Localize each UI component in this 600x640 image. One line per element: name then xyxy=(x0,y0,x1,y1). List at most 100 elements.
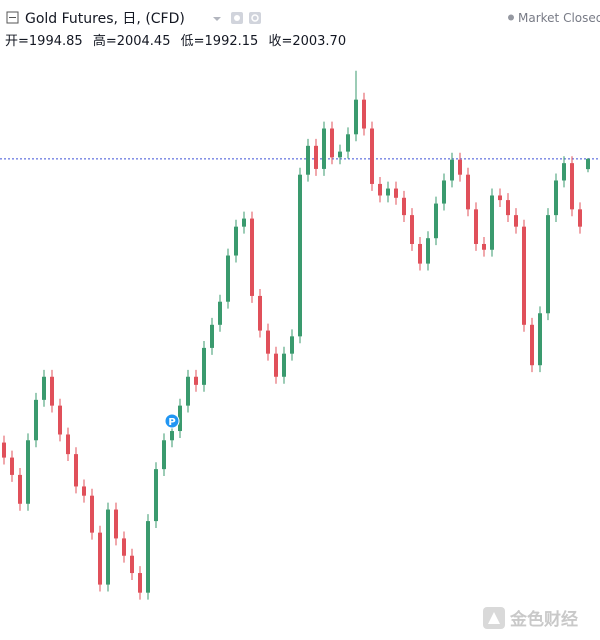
candle-body xyxy=(466,174,470,210)
candle-body xyxy=(378,183,382,196)
open-value: 1994.85 xyxy=(29,34,83,49)
candle-body xyxy=(82,486,86,496)
watermark-logo-mark xyxy=(488,612,500,624)
candle-body xyxy=(34,399,38,441)
candle-body xyxy=(586,158,590,170)
collapse-icon[interactable] xyxy=(6,11,19,24)
low-label: 低= xyxy=(181,34,205,49)
candle-body xyxy=(194,376,198,385)
event-marker-label: P xyxy=(168,417,175,428)
candle-body xyxy=(58,405,62,435)
high-value: 2004.45 xyxy=(117,34,171,49)
candle-body xyxy=(322,128,326,169)
close-label: 收= xyxy=(268,34,292,49)
candle-body xyxy=(90,495,94,533)
candle-body xyxy=(450,159,454,181)
chart-header: Gold Futures, 日, (CFD) Market Closed 开=1… xyxy=(5,11,600,49)
event-marker-circle xyxy=(164,413,180,429)
chart-title: Gold Futures, 日, (CFD) xyxy=(25,11,185,27)
candle-body xyxy=(514,215,518,227)
candle-body xyxy=(170,431,174,441)
candle-body xyxy=(250,218,254,296)
open-label: 开= xyxy=(5,34,29,49)
candle-body xyxy=(122,538,126,556)
candle-body xyxy=(394,188,398,198)
settings-icon-gear xyxy=(251,14,259,22)
candle-body xyxy=(498,195,502,201)
candle-body xyxy=(482,243,486,250)
candle-body xyxy=(98,532,102,585)
candle-body xyxy=(546,215,550,314)
candle-body xyxy=(570,163,574,210)
candle-body xyxy=(202,347,206,385)
candle-body xyxy=(426,238,430,264)
candle-body xyxy=(258,295,262,331)
candle-body xyxy=(362,99,366,129)
candle-body xyxy=(458,159,462,175)
candle-body xyxy=(442,180,446,204)
candle-body xyxy=(474,209,478,244)
candle-body xyxy=(578,209,582,227)
candle-body xyxy=(266,330,270,354)
candle-body xyxy=(26,440,30,504)
ohlc-legend: 开=1994.85 高=2004.45 低=1992.15 收=2003.70 xyxy=(5,33,346,49)
candle-body xyxy=(106,509,110,585)
candle-body xyxy=(50,376,54,406)
candle-body xyxy=(234,226,238,256)
candle-body xyxy=(386,188,390,196)
eye-icon-dot xyxy=(234,15,240,21)
candle-body xyxy=(490,195,494,250)
market-status: Market Closed xyxy=(518,11,600,25)
event-marker[interactable]: P xyxy=(164,413,180,429)
plot-area: P xyxy=(0,70,600,600)
candle-body xyxy=(506,200,510,216)
candle-body xyxy=(522,226,526,325)
candle-body xyxy=(346,134,350,152)
candle-body xyxy=(402,197,406,216)
candle-body xyxy=(10,457,14,475)
candle-body xyxy=(146,521,150,593)
candle-body xyxy=(330,128,334,158)
candle-body xyxy=(130,555,134,574)
candle-body xyxy=(66,434,70,455)
candle-body xyxy=(418,243,422,264)
candle-body xyxy=(298,174,302,337)
dropdown-arrow[interactable] xyxy=(213,17,221,21)
candle-body xyxy=(410,215,414,244)
candle-body xyxy=(434,203,438,239)
candle-body xyxy=(138,573,142,593)
candle-body xyxy=(210,324,214,348)
candle-body xyxy=(306,145,310,175)
candle-body xyxy=(242,218,246,227)
candle-body xyxy=(338,151,342,158)
candle-body xyxy=(18,474,22,504)
candle-body xyxy=(538,313,542,366)
candle-body xyxy=(530,324,534,366)
high-label: 高= xyxy=(93,33,117,49)
watermark-text: 金色财经 xyxy=(509,609,578,630)
candle-body xyxy=(554,180,558,216)
candle-body xyxy=(42,376,46,400)
status-dot xyxy=(508,14,514,21)
settings-icon[interactable] xyxy=(249,12,261,24)
candle-body xyxy=(178,405,182,432)
candle-body xyxy=(186,376,190,406)
candle-body xyxy=(282,353,286,377)
candle-body xyxy=(290,336,294,354)
candle-body xyxy=(2,442,6,458)
close-value: 2003.70 xyxy=(292,34,346,49)
candle-body xyxy=(562,163,566,181)
candle-body xyxy=(74,454,78,487)
low-value: 1992.15 xyxy=(205,34,259,49)
candle-body xyxy=(114,509,118,539)
candle-body xyxy=(154,469,158,522)
candle-body xyxy=(354,99,358,135)
candle-body xyxy=(274,353,278,377)
candle-body xyxy=(162,440,166,470)
candle-body xyxy=(226,255,230,302)
watermark: 金色财经 xyxy=(483,607,578,630)
candle-body xyxy=(218,301,222,325)
candle-body xyxy=(314,145,318,169)
